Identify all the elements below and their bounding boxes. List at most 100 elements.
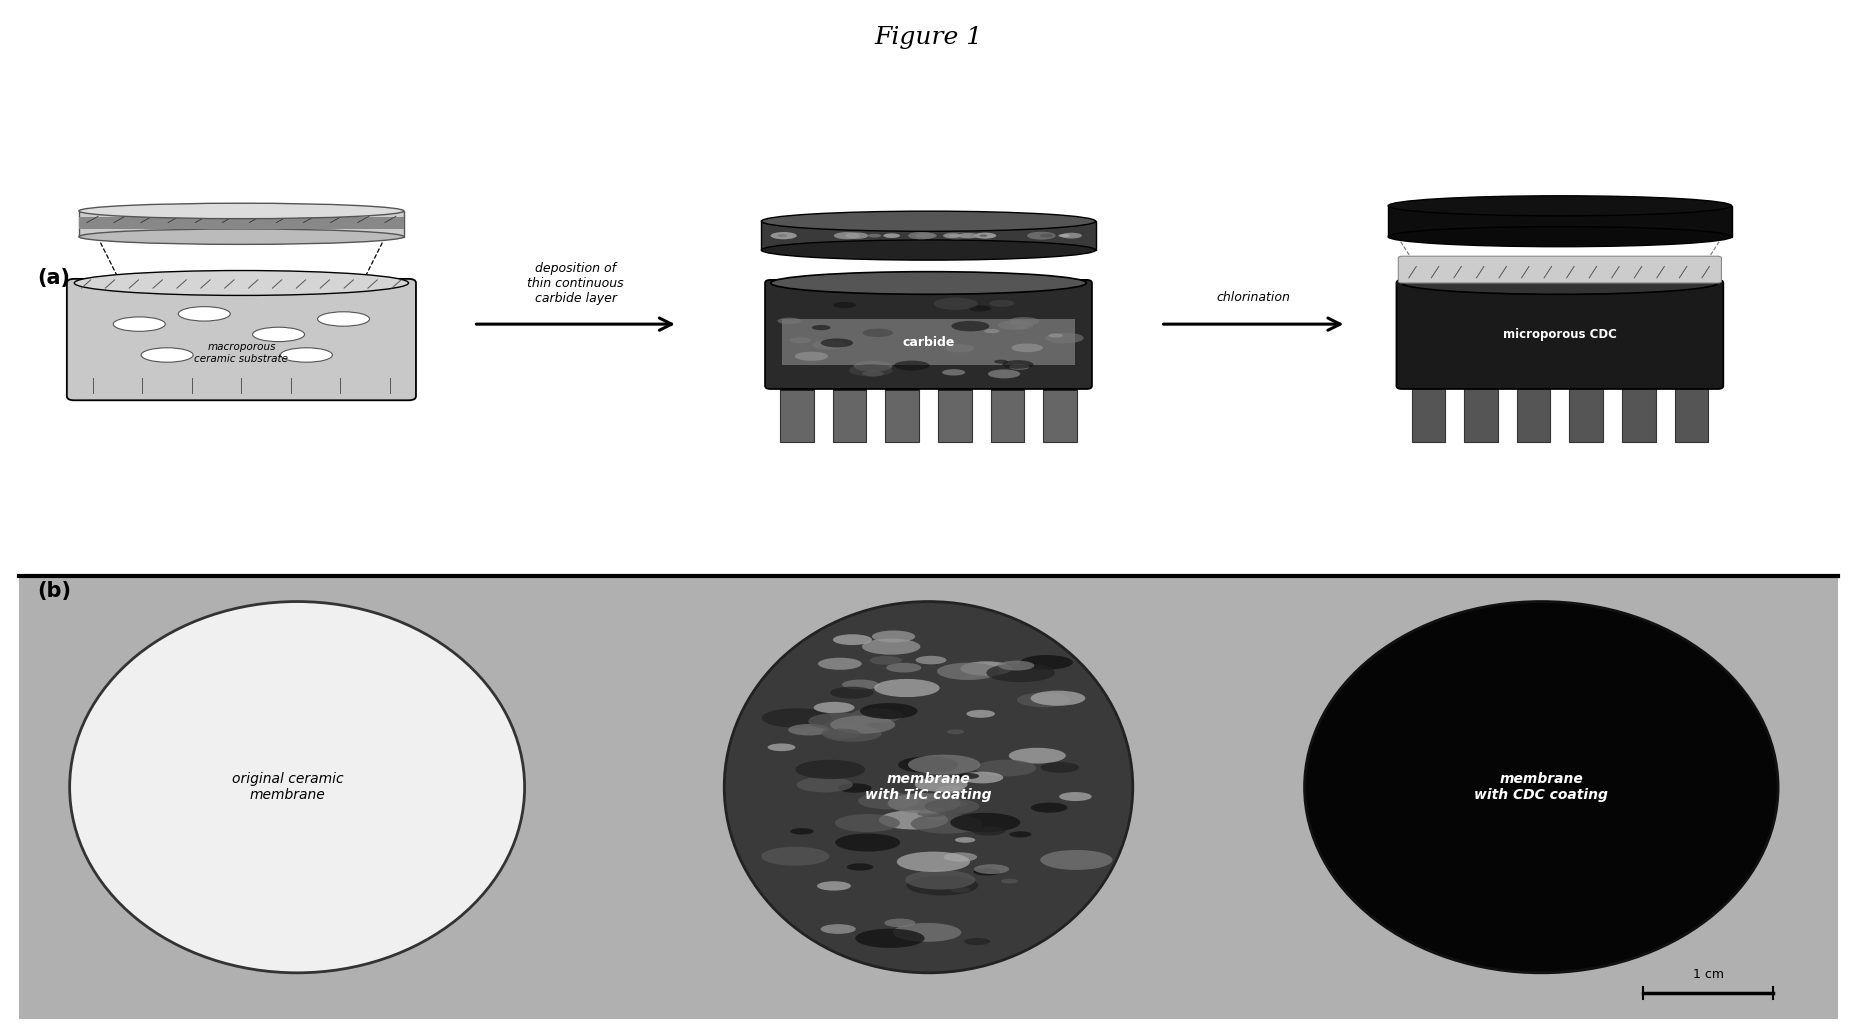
- Ellipse shape: [904, 871, 975, 889]
- Ellipse shape: [113, 317, 165, 331]
- Ellipse shape: [993, 360, 1008, 363]
- Ellipse shape: [869, 655, 903, 665]
- Ellipse shape: [761, 240, 1096, 260]
- Ellipse shape: [927, 808, 945, 812]
- Ellipse shape: [1001, 879, 1018, 884]
- Text: 1 cm: 1 cm: [1694, 967, 1723, 981]
- Ellipse shape: [856, 928, 925, 948]
- Ellipse shape: [916, 234, 930, 238]
- Ellipse shape: [951, 887, 971, 893]
- Ellipse shape: [761, 847, 830, 865]
- Ellipse shape: [1012, 344, 1044, 352]
- Ellipse shape: [771, 272, 1086, 294]
- Text: (b): (b): [37, 581, 71, 601]
- Ellipse shape: [778, 235, 787, 237]
- Ellipse shape: [1058, 234, 1070, 238]
- Ellipse shape: [973, 864, 1008, 874]
- Bar: [832, 386, 865, 442]
- Ellipse shape: [867, 234, 882, 238]
- Ellipse shape: [897, 852, 969, 872]
- Ellipse shape: [943, 234, 962, 238]
- Ellipse shape: [938, 786, 966, 793]
- Ellipse shape: [141, 348, 193, 362]
- Ellipse shape: [836, 814, 901, 832]
- Ellipse shape: [951, 321, 990, 331]
- Text: microporous CDC: microporous CDC: [1502, 328, 1617, 341]
- Ellipse shape: [318, 312, 370, 326]
- Ellipse shape: [971, 826, 1005, 836]
- Bar: [992, 384, 1023, 391]
- Text: chlorination: chlorination: [1216, 290, 1291, 304]
- Ellipse shape: [819, 658, 862, 670]
- Ellipse shape: [836, 833, 901, 852]
- Ellipse shape: [1008, 317, 1040, 325]
- FancyBboxPatch shape: [1387, 206, 1731, 237]
- Ellipse shape: [1045, 332, 1084, 344]
- FancyBboxPatch shape: [761, 221, 1096, 250]
- FancyBboxPatch shape: [80, 217, 405, 229]
- Bar: [780, 384, 813, 391]
- Ellipse shape: [821, 924, 856, 934]
- Ellipse shape: [927, 816, 945, 821]
- Ellipse shape: [862, 639, 921, 654]
- Ellipse shape: [1019, 655, 1073, 670]
- Ellipse shape: [845, 233, 869, 239]
- Ellipse shape: [813, 702, 854, 713]
- Ellipse shape: [1003, 360, 1034, 368]
- Ellipse shape: [934, 297, 977, 310]
- Ellipse shape: [823, 725, 882, 742]
- Ellipse shape: [888, 793, 960, 813]
- Bar: [938, 386, 971, 442]
- Ellipse shape: [988, 369, 1019, 379]
- Bar: [1411, 386, 1445, 442]
- Ellipse shape: [884, 919, 916, 927]
- Ellipse shape: [975, 759, 1036, 777]
- Ellipse shape: [1040, 762, 1079, 773]
- Ellipse shape: [906, 876, 979, 895]
- Ellipse shape: [1387, 226, 1731, 247]
- Ellipse shape: [917, 809, 947, 817]
- Ellipse shape: [789, 338, 812, 344]
- Bar: [1569, 386, 1603, 442]
- Ellipse shape: [1027, 232, 1055, 240]
- FancyBboxPatch shape: [1398, 256, 1721, 283]
- Text: membrane
with CDC coating: membrane with CDC coating: [1474, 772, 1608, 803]
- Ellipse shape: [943, 852, 977, 861]
- Ellipse shape: [1060, 233, 1083, 239]
- Bar: [992, 386, 1023, 442]
- Text: (a): (a): [37, 268, 71, 287]
- Ellipse shape: [1010, 831, 1031, 838]
- Ellipse shape: [797, 777, 852, 792]
- Ellipse shape: [80, 204, 405, 219]
- Ellipse shape: [767, 744, 795, 751]
- Ellipse shape: [1049, 333, 1062, 338]
- Ellipse shape: [817, 881, 851, 891]
- Ellipse shape: [908, 232, 934, 240]
- Ellipse shape: [178, 307, 230, 321]
- Ellipse shape: [1040, 850, 1112, 870]
- Ellipse shape: [1304, 602, 1777, 972]
- Ellipse shape: [941, 369, 966, 376]
- Ellipse shape: [1040, 234, 1053, 238]
- Ellipse shape: [999, 661, 1034, 671]
- Ellipse shape: [886, 663, 921, 673]
- FancyBboxPatch shape: [1396, 280, 1723, 389]
- Bar: [1623, 386, 1656, 442]
- Ellipse shape: [1402, 272, 1718, 294]
- Ellipse shape: [973, 868, 1001, 876]
- Bar: [1044, 384, 1077, 391]
- Ellipse shape: [812, 341, 845, 350]
- Ellipse shape: [893, 923, 962, 942]
- Ellipse shape: [908, 754, 980, 775]
- Bar: [1463, 386, 1497, 442]
- Ellipse shape: [884, 234, 901, 238]
- Ellipse shape: [834, 232, 860, 240]
- Ellipse shape: [828, 342, 843, 346]
- Ellipse shape: [943, 232, 969, 240]
- Ellipse shape: [834, 634, 873, 645]
- Ellipse shape: [990, 299, 1014, 307]
- Ellipse shape: [949, 235, 960, 237]
- Ellipse shape: [1058, 792, 1092, 801]
- Ellipse shape: [954, 838, 975, 843]
- Text: original ceramic
membrane: original ceramic membrane: [232, 772, 344, 803]
